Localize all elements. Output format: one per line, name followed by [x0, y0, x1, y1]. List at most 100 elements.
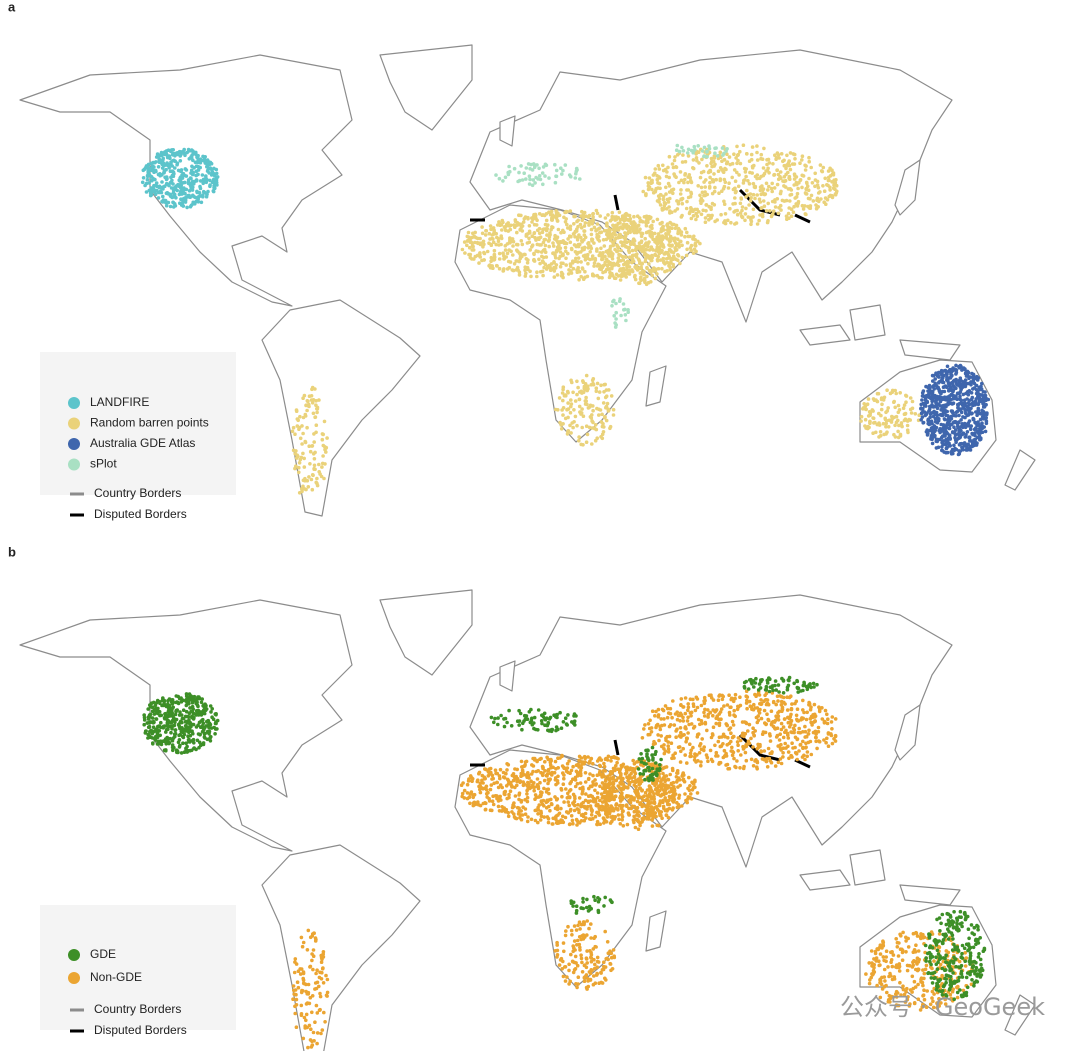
- dot: [183, 714, 188, 719]
- dot: [212, 166, 216, 171]
- dot: [621, 302, 626, 306]
- dot: [461, 781, 465, 785]
- dot: [934, 402, 939, 407]
- dot: [643, 790, 648, 795]
- dot: [190, 170, 194, 175]
- dot: [303, 412, 308, 417]
- dot: [603, 216, 608, 220]
- dot: [483, 233, 488, 237]
- dot: [196, 704, 200, 709]
- dot: [543, 174, 547, 178]
- dot: [886, 425, 891, 429]
- dot: [546, 816, 551, 821]
- dot: [573, 250, 578, 254]
- dot: [310, 473, 315, 477]
- dot: [686, 180, 690, 185]
- dot: [627, 213, 632, 218]
- dot: [201, 741, 206, 745]
- dot: [198, 165, 202, 170]
- dot: [825, 736, 829, 741]
- dot: [492, 258, 496, 262]
- dot: [772, 173, 776, 177]
- dot: [686, 708, 690, 713]
- dot: [673, 155, 677, 159]
- dot: [595, 406, 599, 411]
- dot: [882, 395, 887, 400]
- dot: [647, 256, 652, 261]
- dot: [570, 818, 575, 823]
- dot: [971, 416, 975, 421]
- dot: [775, 726, 780, 730]
- dot: [613, 325, 618, 329]
- dot: [536, 820, 540, 825]
- dot: [627, 268, 631, 273]
- dot: [619, 313, 623, 318]
- dot: [551, 244, 556, 248]
- dot: [679, 188, 683, 192]
- dot: [704, 203, 709, 207]
- dot: [973, 433, 977, 438]
- dot: [634, 227, 638, 231]
- dot: [823, 176, 827, 181]
- dot: [666, 747, 671, 751]
- dot: [757, 176, 762, 181]
- dot: [187, 718, 191, 722]
- dot: [969, 412, 974, 416]
- dot: [150, 716, 155, 720]
- dot: [484, 229, 489, 233]
- dot: [773, 153, 777, 157]
- dot: [617, 252, 621, 257]
- dot: [547, 235, 552, 239]
- dot: [467, 245, 472, 250]
- dot: [554, 782, 558, 787]
- dot: [537, 174, 542, 178]
- dot: [574, 166, 579, 171]
- dot: [920, 398, 924, 402]
- dot: [803, 168, 808, 172]
- dot: [951, 393, 955, 398]
- dot: [680, 201, 685, 206]
- dot: [199, 713, 204, 717]
- dot: [532, 258, 536, 263]
- dot: [164, 713, 169, 718]
- dot: [954, 386, 958, 391]
- dot: [965, 397, 969, 401]
- dot: [645, 274, 649, 279]
- dot: [596, 810, 601, 815]
- dot: [613, 247, 617, 252]
- dot: [576, 256, 581, 260]
- dot: [547, 244, 551, 249]
- dot: [896, 429, 900, 434]
- dot: [500, 228, 504, 232]
- dot: [726, 186, 731, 190]
- dot: [689, 714, 693, 718]
- dot: [510, 805, 515, 810]
- dot: [947, 433, 952, 438]
- dot: [779, 721, 784, 726]
- dot: [582, 224, 587, 228]
- dot: [782, 184, 786, 188]
- dot: [315, 410, 319, 415]
- dot: [657, 167, 662, 171]
- dot: [662, 252, 667, 256]
- dot: [626, 248, 631, 253]
- dot: [567, 759, 571, 763]
- dot: [678, 760, 683, 764]
- dot: [685, 151, 690, 155]
- dot: [611, 261, 616, 266]
- dot: [885, 388, 889, 393]
- dot: [697, 751, 702, 755]
- dot: [639, 234, 644, 239]
- dot: [943, 397, 948, 402]
- dot: [677, 793, 682, 798]
- dot: [213, 732, 217, 736]
- dot: [607, 229, 612, 234]
- dot: [598, 822, 602, 826]
- dot: [673, 209, 677, 213]
- dot: [157, 155, 161, 159]
- dot: [182, 732, 187, 737]
- dot: [146, 717, 151, 721]
- dot: [477, 784, 481, 789]
- dot: [567, 268, 571, 272]
- dot: [148, 712, 153, 717]
